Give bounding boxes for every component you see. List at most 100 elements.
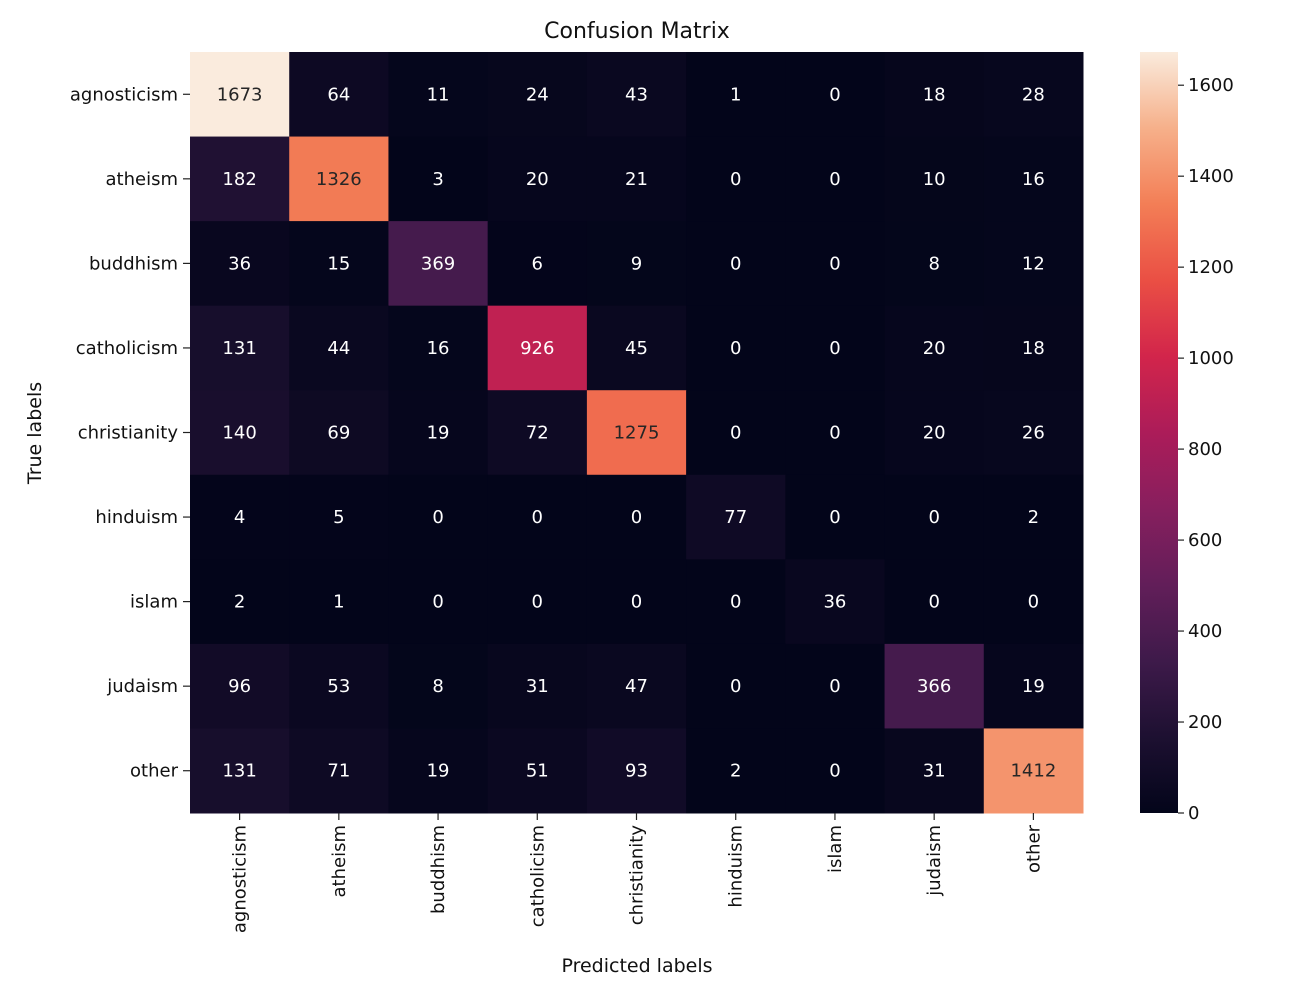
cell-value-label: 9 xyxy=(631,253,642,274)
cell-value-label: 0 xyxy=(928,592,939,613)
heatmap-cell xyxy=(487,305,588,391)
heatmap-cell xyxy=(388,643,489,729)
chart-title: Confusion Matrix xyxy=(544,19,730,44)
heatmap-cell xyxy=(884,221,985,307)
heatmap-cell xyxy=(884,643,985,729)
cell-value-label: 71 xyxy=(327,761,350,782)
cell-value-label: 53 xyxy=(327,676,350,697)
heatmap-cell xyxy=(686,52,786,138)
heatmap-cell xyxy=(983,305,1084,391)
cell-value-label: 0 xyxy=(829,761,840,782)
cell-value-label: 182 xyxy=(222,169,256,190)
heatmap-cell xyxy=(487,643,588,729)
heatmap-cell xyxy=(983,474,1084,560)
heatmap-cell xyxy=(190,643,290,729)
heatmap-cell xyxy=(388,728,489,814)
heatmap-cell xyxy=(388,559,489,645)
cell-value-label: 4 xyxy=(234,507,245,528)
y-tick-label: judaism xyxy=(106,676,178,697)
cell-value-label: 1412 xyxy=(1010,761,1056,782)
cell-value-label: 0 xyxy=(829,676,840,697)
heatmap-cell xyxy=(388,52,489,138)
heatmap-cell xyxy=(983,52,1084,138)
cell-value-label: 2 xyxy=(234,592,245,613)
cell-value-label: 20 xyxy=(923,423,946,444)
cell-value-label: 1673 xyxy=(217,84,263,105)
x-tick-label: other xyxy=(1023,824,1044,873)
heatmap-cell xyxy=(388,474,489,560)
cell-value-label: 21 xyxy=(625,169,648,190)
heatmap-cell xyxy=(190,136,290,222)
heatmap-cell xyxy=(190,474,290,560)
heatmap-cell xyxy=(487,390,588,476)
heatmap-cell xyxy=(190,559,290,645)
cell-value-label: 20 xyxy=(526,169,549,190)
y-tick-label: islam xyxy=(130,592,178,613)
cell-value-label: 0 xyxy=(631,507,642,528)
cell-value-label: 0 xyxy=(829,169,840,190)
heatmap-cell xyxy=(884,559,985,645)
cell-value-label: 11 xyxy=(427,84,450,105)
x-tick-label: islam xyxy=(825,825,846,873)
cell-value-label: 1 xyxy=(333,592,344,613)
cell-value-label: 0 xyxy=(829,84,840,105)
cell-value-label: 1275 xyxy=(614,423,660,444)
y-tick-label: buddhism xyxy=(89,253,178,274)
cell-value-label: 31 xyxy=(526,676,549,697)
heatmap-cell xyxy=(388,136,489,222)
colorbar-tick-label: 1000 xyxy=(1188,348,1234,369)
colorbar-tick-label: 1600 xyxy=(1188,75,1234,96)
heatmap-cell xyxy=(487,52,588,138)
heatmap-cell xyxy=(686,305,786,391)
colorbar-tick-label: 800 xyxy=(1188,439,1222,460)
cell-value-label: 28 xyxy=(1022,84,1045,105)
heatmap-cell xyxy=(785,728,886,814)
cell-value-label: 366 xyxy=(917,676,951,697)
heatmap-cell xyxy=(190,221,290,307)
heatmap-cell xyxy=(487,136,588,222)
cell-value-label: 64 xyxy=(327,84,350,105)
cell-value-label: 140 xyxy=(222,423,256,444)
cell-value-label: 1326 xyxy=(316,169,362,190)
heatmap-cell xyxy=(884,52,985,138)
cell-value-label: 131 xyxy=(222,761,256,782)
cell-value-label: 45 xyxy=(625,338,648,359)
colorbar-tick-label: 1200 xyxy=(1188,257,1234,278)
cell-value-label: 77 xyxy=(724,507,747,528)
heatmap-cell xyxy=(686,390,786,476)
cell-value-label: 26 xyxy=(1022,423,1045,444)
heatmap-cell xyxy=(190,390,290,476)
cell-value-label: 0 xyxy=(928,507,939,528)
cell-value-label: 3 xyxy=(432,169,443,190)
y-tick-label: agnosticism xyxy=(70,84,178,105)
cell-value-label: 16 xyxy=(427,338,450,359)
heatmap-cell xyxy=(190,305,290,391)
cell-value-label: 44 xyxy=(327,338,350,359)
x-tick-label: hinduism xyxy=(726,825,747,908)
y-axis-ticks: agnosticism atheism buddhism catholicism chr… xyxy=(70,84,190,782)
heatmap-cell xyxy=(983,559,1084,645)
heatmap-cell xyxy=(190,52,290,138)
heatmap-cell xyxy=(884,728,985,814)
heatmap-cell xyxy=(289,305,389,391)
heatmap-cell xyxy=(289,136,389,222)
cell-value-label: 131 xyxy=(222,338,256,359)
heatmap-cell xyxy=(487,221,588,307)
cell-value-label: 0 xyxy=(432,592,443,613)
cell-value-label: 10 xyxy=(923,169,946,190)
y-tick-label: catholicism xyxy=(76,338,178,359)
cell-value-label: 0 xyxy=(532,592,543,613)
cell-value-label: 0 xyxy=(730,592,741,613)
cell-value-label: 18 xyxy=(923,84,946,105)
cell-value-label: 8 xyxy=(432,676,443,697)
heatmap-cell xyxy=(983,221,1084,307)
cell-value-label: 15 xyxy=(327,253,350,274)
heatmap-cell xyxy=(289,728,389,814)
heatmap-cell xyxy=(785,305,886,391)
x-tick-label: christianity xyxy=(627,825,648,926)
cell-value-label: 0 xyxy=(829,253,840,274)
heatmap-cell xyxy=(586,52,687,138)
heatmap-cell xyxy=(785,136,886,222)
cell-value-label: 5 xyxy=(333,507,344,528)
